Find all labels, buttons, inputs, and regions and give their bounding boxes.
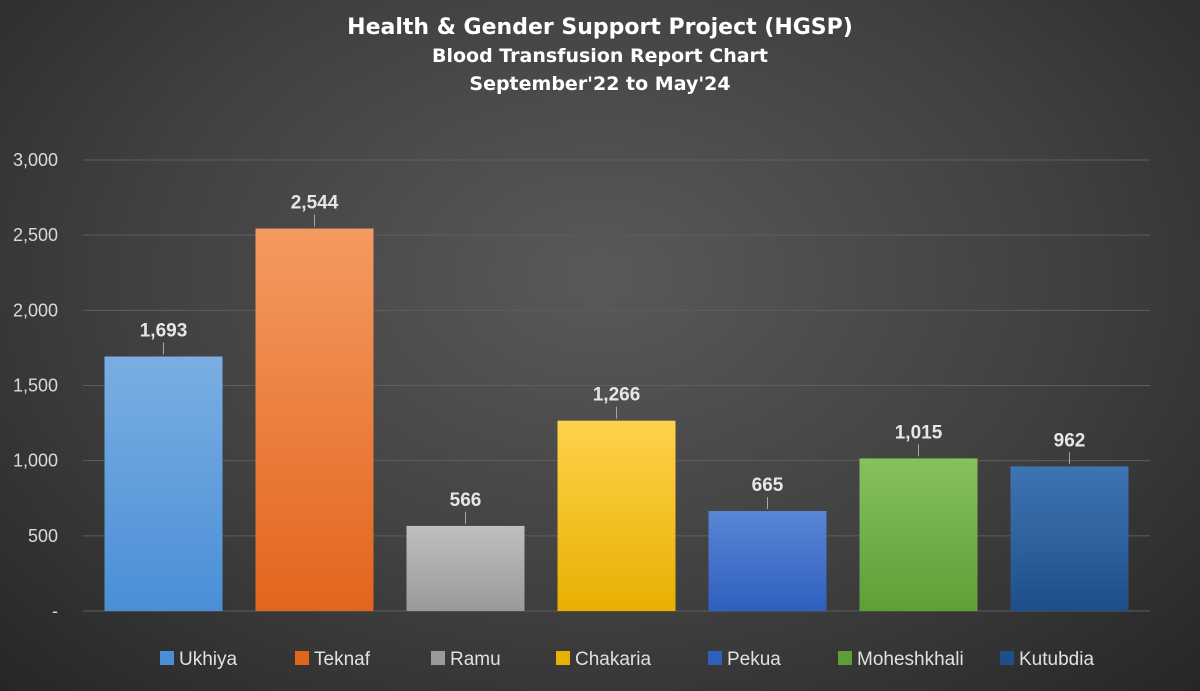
legend: Ukhiya Teknaf Ramu Chakaria Pekua Moheshkhali… <box>160 649 1094 670</box>
y-tick-label: 3,000 <box>13 150 58 170</box>
data-label-moheshkhali: 1,015 <box>895 422 943 443</box>
y-tick-label: 2,500 <box>13 225 58 245</box>
y-tick-label: - <box>52 601 58 621</box>
legend-label-chakaria: Chakaria <box>575 649 651 670</box>
legend-label-teknaf: Teknaf <box>314 649 371 670</box>
data-labels: 1,693 2,544 566 1,266 665 1,015 962 <box>140 193 1086 524</box>
y-axis-ticks: - 500 1,000 1,500 2,000 2,500 3,000 <box>13 150 58 621</box>
y-tick-label: 1,500 <box>13 376 58 396</box>
bar-teknaf <box>255 228 374 611</box>
legend-label-moheshkhali: Moheshkhali <box>857 649 964 670</box>
legend-swatch-chakaria <box>556 651 570 665</box>
legend-swatch-ukhiya <box>160 651 174 665</box>
data-label-ukhiya: 1,693 <box>140 320 188 341</box>
legend-label-ramu: Ramu <box>450 649 501 670</box>
bar-ukhiya <box>104 356 223 611</box>
legend-swatch-pekua <box>708 651 722 665</box>
y-tick-label: 500 <box>28 526 58 546</box>
bar-moheshkhali <box>859 458 978 611</box>
bar-ramu <box>406 525 525 611</box>
data-label-ramu: 566 <box>450 490 482 511</box>
chart-period: September'22 to May'24 <box>469 73 730 95</box>
legend-swatch-kutubdia <box>1000 651 1014 665</box>
data-label-kutubdia: 962 <box>1054 430 1086 451</box>
bars <box>104 228 1129 611</box>
chart-subtitle: Blood Transfusion Report Chart <box>432 45 768 67</box>
legend-swatch-moheshkhali <box>838 651 852 665</box>
legend-label-kutubdia: Kutubdia <box>1019 649 1094 670</box>
data-label-chakaria: 1,266 <box>593 385 641 406</box>
bar-chakaria <box>557 420 676 611</box>
data-label-teknaf: 2,544 <box>291 193 339 214</box>
data-label-pekua: 665 <box>752 475 784 496</box>
y-tick-label: 1,000 <box>13 451 58 471</box>
bar-kutubdia <box>1010 466 1129 611</box>
legend-swatch-ramu <box>431 651 445 665</box>
legend-label-pekua: Pekua <box>727 649 781 670</box>
chart-title: Health & Gender Support Project (HGSP) <box>347 15 853 40</box>
legend-swatch-teknaf <box>295 651 309 665</box>
bar-pekua <box>708 511 827 611</box>
y-tick-label: 2,000 <box>13 300 58 320</box>
legend-label-ukhiya: Ukhiya <box>179 649 238 670</box>
